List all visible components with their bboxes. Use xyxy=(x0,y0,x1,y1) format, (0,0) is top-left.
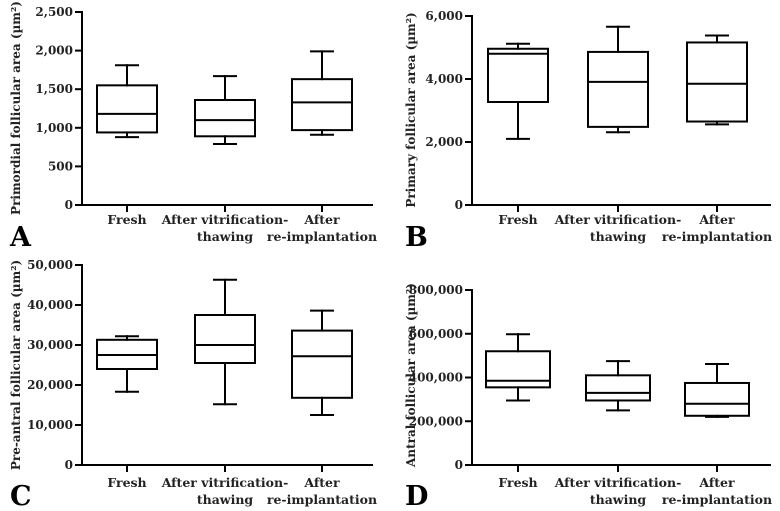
box-iqr xyxy=(585,374,651,402)
box-3 xyxy=(291,309,353,416)
category-label: After vitrification- xyxy=(554,475,682,490)
y-tick-label: 800,000 xyxy=(409,283,463,297)
box-1 xyxy=(487,42,549,140)
box-iqr xyxy=(487,47,549,103)
box-iqr xyxy=(684,381,750,417)
y-axis-label: Pre-antral follicular area (µm²) xyxy=(9,260,23,470)
panel-label: C xyxy=(10,481,32,511)
category-label-line2: thawing xyxy=(590,492,647,507)
box-1 xyxy=(96,64,158,139)
panel-label: B xyxy=(405,222,428,253)
y-tick-label: 200,000 xyxy=(409,414,463,428)
box-1 xyxy=(96,335,158,393)
category-label-line2: thawing xyxy=(197,492,254,507)
y-tick-label: 2,500 xyxy=(35,5,73,19)
y-tick-label: 10,000 xyxy=(27,418,73,432)
box-3 xyxy=(684,362,750,418)
box-3 xyxy=(291,50,353,136)
box-2 xyxy=(194,75,256,146)
y-axis-label: Primary follicular area (µm²) xyxy=(404,12,418,207)
panel-label: D xyxy=(405,481,428,511)
y-tick-label: 2,000 xyxy=(35,44,73,58)
y-tick-label: 0 xyxy=(65,458,73,472)
category-label: Fresh xyxy=(498,475,537,490)
box-iqr xyxy=(194,314,256,364)
y-tick-label: 4,000 xyxy=(425,72,463,86)
box-3 xyxy=(686,34,748,126)
box-1 xyxy=(485,333,551,402)
y-tick-label: 6,000 xyxy=(425,9,463,23)
box-2 xyxy=(587,25,649,134)
category-label: After xyxy=(698,475,735,490)
category-label-line2: re-implantation xyxy=(662,492,772,507)
category-label: After vitrification- xyxy=(161,475,289,490)
y-tick-label: 0 xyxy=(65,198,73,212)
y-tick-label: 20,000 xyxy=(27,378,73,392)
y-tick-label: 0 xyxy=(455,198,463,212)
box-iqr xyxy=(96,84,158,134)
y-tick-label: 50,000 xyxy=(27,258,73,272)
chart-panel-d: 0 200,000 400,000 600,000 800,000 Fresh After … xyxy=(404,283,772,511)
y-axis-label: Primordial follicular area (µm²) xyxy=(9,1,23,215)
chart-panel-a: 0 500 1,000 1,500 2,000 2,500 Fresh After vitri… xyxy=(9,1,377,253)
category-label-line2: thawing xyxy=(590,229,647,244)
y-tick-label: 500 xyxy=(48,159,73,173)
category-label-line2: re-implantation xyxy=(662,229,772,244)
box-iqr xyxy=(291,78,353,132)
y-tick-label: 1,000 xyxy=(35,121,73,135)
category-label: Fresh xyxy=(107,475,146,490)
category-label: After vitrification- xyxy=(554,212,682,227)
category-label-line2: re-implantation xyxy=(267,229,377,244)
box-iqr xyxy=(194,99,256,138)
box-2 xyxy=(194,278,256,406)
category-label: After xyxy=(303,475,340,490)
y-tick-label: 600,000 xyxy=(409,327,463,341)
y-tick-label: 400,000 xyxy=(409,371,463,385)
box-iqr xyxy=(686,41,748,123)
box-iqr xyxy=(291,329,353,399)
category-label: Fresh xyxy=(498,212,537,227)
chart-panel-c: 0 10,000 20,000 30,000 40,000 50,000 Fresh Afte… xyxy=(9,258,377,511)
y-tick-label: 30,000 xyxy=(27,338,73,352)
category-label: After xyxy=(303,212,340,227)
y-axis-label: Antral follicular area (µm²) xyxy=(404,283,418,468)
category-label: After vitrification- xyxy=(161,212,289,227)
box-iqr xyxy=(485,350,551,389)
chart-panel-b: 0 2,000 4,000 6,000 Fresh After vitrification… xyxy=(404,9,772,253)
y-tick-label: 40,000 xyxy=(27,298,73,312)
panel-label: A xyxy=(9,222,32,253)
y-tick-label: 1,500 xyxy=(35,82,73,96)
category-label-line2: re-implantation xyxy=(267,492,377,507)
category-label: After xyxy=(698,212,735,227)
y-tick-label: 0 xyxy=(455,458,463,472)
category-label: Fresh xyxy=(107,212,146,227)
category-label-line2: thawing xyxy=(197,229,254,244)
box-2 xyxy=(585,360,651,412)
box-iqr xyxy=(587,50,649,128)
y-tick-label: 2,000 xyxy=(425,135,463,149)
